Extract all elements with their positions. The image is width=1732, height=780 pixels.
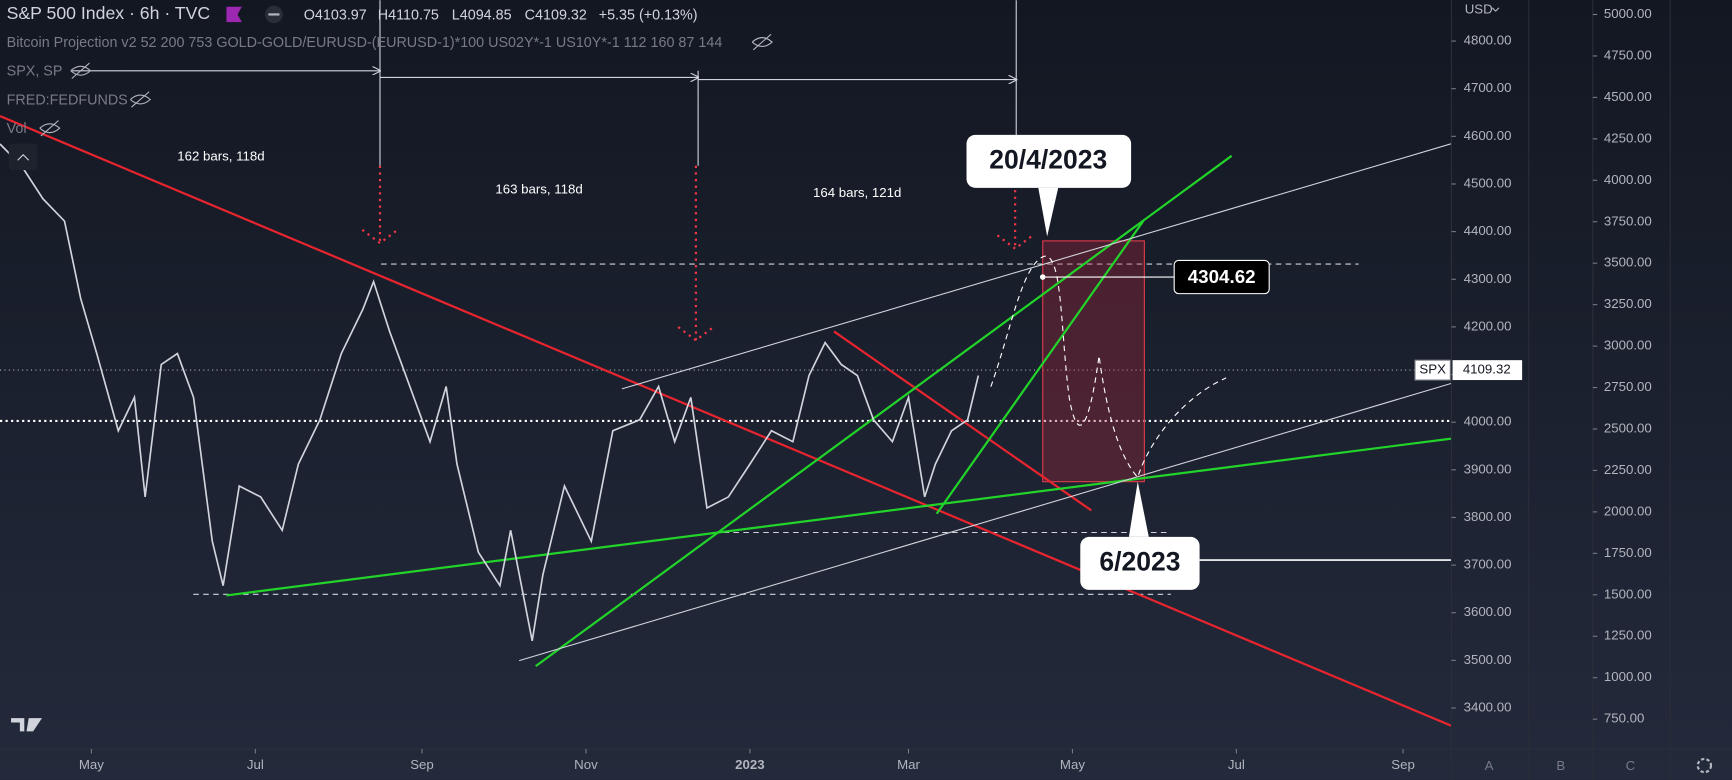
price-label: 4304.62	[1039, 259, 1270, 295]
y-tick-label: 4200.00	[1464, 318, 1512, 333]
price-label-text: 4304.62	[1188, 266, 1256, 287]
y-tick-label: 4000.00	[1464, 414, 1512, 429]
interval-label: 163 bars, 118d	[495, 182, 582, 197]
callout-text: 6/2023	[1099, 546, 1180, 576]
projection-arrows	[361, 165, 1034, 342]
y2-tick-label: 5000.00	[1604, 6, 1652, 21]
price-label-box	[1173, 259, 1270, 295]
indicator-label[interactable]: Vol	[7, 121, 27, 137]
x-tick-label: 2023	[735, 757, 764, 772]
series-layer	[0, 143, 980, 642]
ohlc-high: H4110.75	[378, 7, 439, 23]
price-label-dot	[1039, 274, 1046, 280]
currency-chevron	[1491, 7, 1500, 12]
status-icon-bar	[268, 13, 280, 16]
red-trendlines	[0, 115, 1452, 727]
y2-tick-label: 2250.00	[1604, 462, 1652, 477]
y2-tick-label: 750.00	[1604, 711, 1645, 726]
last-price-text: 4109.32	[1463, 362, 1511, 377]
y2-tick-label: 4750.00	[1604, 47, 1652, 62]
pane-label[interactable]: A	[1485, 758, 1494, 773]
y2-tick-label: 3750.00	[1604, 213, 1652, 228]
ohlc-close: C4109.32	[525, 7, 587, 23]
ohlc-low: L4094.85	[452, 7, 512, 23]
y2-tick-label: 4000.00	[1604, 172, 1652, 187]
y2-tick-label: 1500.00	[1604, 586, 1652, 601]
y-tick-label: 3800.00	[1464, 509, 1512, 524]
y2-tick-label: 1000.00	[1604, 669, 1652, 684]
y-tick-label: 4800.00	[1464, 33, 1512, 48]
x-tick-label: May	[1060, 757, 1085, 772]
axes: 3400.00 3500.00 3600.00 3700.00 3800.00 3900.…	[79, 6, 1652, 772]
settings-icon[interactable]	[1696, 757, 1713, 774]
projection-path	[990, 255, 1227, 479]
y-tick-label: 4500.00	[1464, 175, 1512, 190]
y-tick-label: 3600.00	[1464, 604, 1512, 619]
x-tick-label: Jul	[247, 757, 264, 772]
x-tick-label: Sep	[1391, 757, 1415, 772]
drawings	[0, 0, 1452, 727]
symbol-tag	[1414, 359, 1451, 381]
indicator-label[interactable]: SPX, SP	[7, 64, 63, 80]
y-tick-label: 3500.00	[1464, 652, 1512, 667]
currency-label[interactable]: USD	[1465, 2, 1493, 17]
y-tick-label: 3400.00	[1464, 700, 1512, 715]
y2-tick-label: 1750.00	[1604, 545, 1652, 560]
y2-tick-label: 2000.00	[1604, 503, 1652, 518]
channel-lines	[519, 143, 1452, 662]
x-tick-label: Jul	[1228, 757, 1245, 772]
price-line	[0, 143, 980, 642]
eye-icons[interactable]	[39, 33, 773, 137]
symbol-tag-text: SPX	[1419, 362, 1446, 377]
collapse-icon	[17, 153, 30, 161]
y2-tick-label: 2500.00	[1604, 421, 1652, 436]
y2-tick-label: 3000.00	[1604, 338, 1652, 353]
callout-box	[966, 134, 1132, 188]
flag-icon	[226, 6, 242, 23]
y-tick-label: 4300.00	[1464, 271, 1512, 286]
y-tick-label: 4400.00	[1464, 223, 1512, 238]
indicator-label[interactable]: Bitcoin Projection v2 52 200 753 GOLD-GO…	[7, 35, 723, 51]
y2-tick-label: 1250.00	[1604, 628, 1652, 643]
last-price-tag	[1452, 360, 1523, 381]
y2-tick-label: 2750.00	[1604, 379, 1652, 394]
callout-pointer	[1128, 481, 1149, 537]
y2-tick-label: 4250.00	[1604, 130, 1652, 145]
x-tick-label: Nov	[574, 757, 598, 772]
y2-tick-label: 3500.00	[1604, 255, 1652, 270]
ohlc-open: O4103.97	[304, 7, 367, 23]
pane-label[interactable]: B	[1556, 758, 1565, 773]
callout-box	[1080, 536, 1200, 590]
y-tick-label: 3700.00	[1464, 557, 1512, 572]
y2-tick-label: 4500.00	[1604, 89, 1652, 104]
x-tick-label: May	[79, 757, 104, 772]
indicator-label[interactable]: FRED:FEDFUNDS	[7, 92, 128, 108]
x-tick-label: Sep	[410, 757, 434, 772]
ohlc-change: +5.35 (+0.13%)	[599, 7, 698, 23]
x-tick-label: Mar	[897, 757, 920, 772]
plot-area: 162 bars, 118d 163 bars, 118d 164 bars, …	[0, 0, 1452, 732]
callout-pointer	[1038, 187, 1059, 237]
callout-text: 20/4/2023	[989, 144, 1107, 174]
symbol-title: S&P 500 Index · 6h · TVC	[7, 3, 211, 23]
logo	[11, 718, 42, 732]
y2-tick-label: 3250.00	[1604, 296, 1652, 311]
interval-label: 162 bars, 118d	[177, 148, 264, 163]
level-lines	[193, 263, 1359, 595]
y-tick-label: 3900.00	[1464, 461, 1512, 476]
y-tick-label: 4600.00	[1464, 128, 1512, 143]
collapse-button[interactable]	[8, 143, 38, 171]
green-trendlines	[226, 154, 1452, 668]
interval-label: 164 bars, 121d	[813, 185, 901, 200]
pane-label[interactable]: C	[1626, 758, 1636, 773]
y-tick-label: 4700.00	[1464, 80, 1512, 95]
